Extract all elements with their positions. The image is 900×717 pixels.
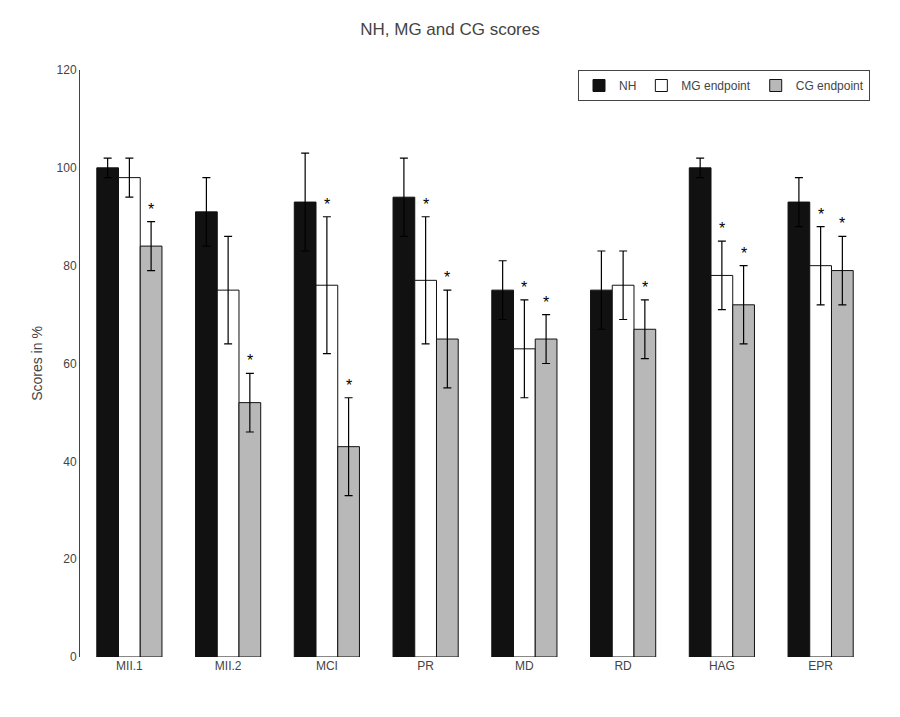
svg-text:EPR: EPR [808, 659, 833, 673]
svg-text:NH: NH [619, 79, 636, 93]
svg-text:*: * [324, 196, 330, 213]
svg-text:*: * [642, 279, 648, 296]
svg-text:*: * [839, 215, 845, 232]
svg-text:80: 80 [63, 259, 77, 273]
svg-text:*: * [148, 201, 154, 218]
svg-text:0: 0 [70, 650, 77, 664]
svg-text:*: * [346, 377, 352, 394]
svg-text:120: 120 [57, 63, 77, 77]
svg-text:*: * [247, 352, 253, 369]
svg-text:CG endpoint: CG endpoint [796, 79, 864, 93]
svg-text:*: * [719, 220, 725, 237]
svg-text:100: 100 [57, 161, 77, 175]
svg-text:*: * [818, 206, 824, 223]
svg-text:MII.1: MII.1 [116, 659, 143, 673]
svg-text:*: * [741, 245, 747, 262]
svg-text:*: * [444, 269, 450, 286]
svg-text:60: 60 [63, 357, 77, 371]
svg-text:RD: RD [614, 659, 632, 673]
svg-text:HAG: HAG [709, 659, 735, 673]
svg-text:Scores in %: Scores in % [29, 326, 45, 401]
svg-text:40: 40 [63, 455, 77, 469]
svg-text:MG endpoint: MG endpoint [681, 79, 750, 93]
svg-text:20: 20 [63, 552, 77, 566]
svg-text:PR: PR [417, 659, 434, 673]
svg-text:NH, MG and CG scores: NH, MG and CG scores [360, 20, 540, 39]
svg-text:*: * [423, 196, 429, 213]
svg-text:*: * [521, 279, 527, 296]
svg-text:MII.2: MII.2 [215, 659, 242, 673]
svg-text:MCI: MCI [316, 659, 338, 673]
svg-text:MD: MD [515, 659, 534, 673]
svg-text:*: * [543, 294, 549, 311]
